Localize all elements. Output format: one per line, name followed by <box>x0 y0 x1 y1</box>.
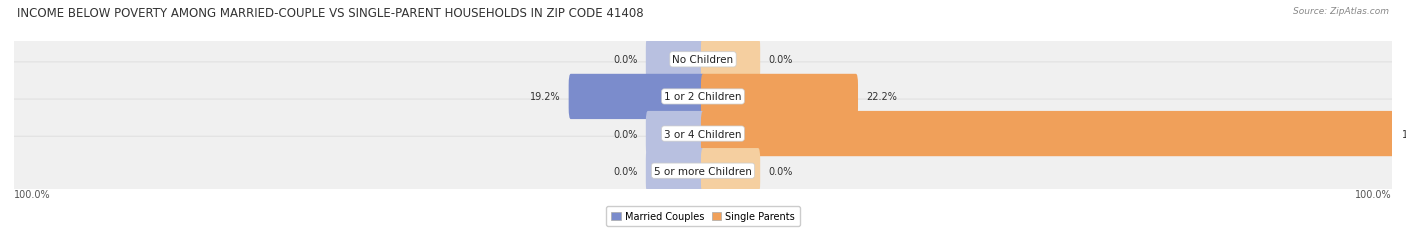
FancyBboxPatch shape <box>7 100 1399 168</box>
FancyBboxPatch shape <box>702 74 858 120</box>
FancyBboxPatch shape <box>7 63 1399 131</box>
FancyBboxPatch shape <box>568 74 704 120</box>
Legend: Married Couples, Single Parents: Married Couples, Single Parents <box>606 206 800 226</box>
FancyBboxPatch shape <box>645 111 704 157</box>
FancyBboxPatch shape <box>7 26 1399 94</box>
Text: 0.0%: 0.0% <box>613 129 637 139</box>
Text: 0.0%: 0.0% <box>613 55 637 65</box>
Text: 100.0%: 100.0% <box>1355 189 1392 199</box>
Text: No Children: No Children <box>672 55 734 65</box>
Text: 100.0%: 100.0% <box>14 189 51 199</box>
FancyBboxPatch shape <box>702 37 761 83</box>
Text: INCOME BELOW POVERTY AMONG MARRIED-COUPLE VS SINGLE-PARENT HOUSEHOLDS IN ZIP COD: INCOME BELOW POVERTY AMONG MARRIED-COUPL… <box>17 7 644 20</box>
Text: 0.0%: 0.0% <box>769 55 793 65</box>
Text: 22.2%: 22.2% <box>866 92 897 102</box>
FancyBboxPatch shape <box>702 111 1393 157</box>
FancyBboxPatch shape <box>645 37 704 83</box>
Text: 19.2%: 19.2% <box>530 92 561 102</box>
Text: 1 or 2 Children: 1 or 2 Children <box>664 92 742 102</box>
FancyBboxPatch shape <box>645 148 704 194</box>
FancyBboxPatch shape <box>702 148 761 194</box>
Text: 3 or 4 Children: 3 or 4 Children <box>664 129 742 139</box>
Text: 0.0%: 0.0% <box>769 166 793 176</box>
Text: Source: ZipAtlas.com: Source: ZipAtlas.com <box>1294 7 1389 16</box>
FancyBboxPatch shape <box>7 137 1399 205</box>
Text: 0.0%: 0.0% <box>613 166 637 176</box>
Text: 100.0%: 100.0% <box>1402 129 1406 139</box>
Text: 5 or more Children: 5 or more Children <box>654 166 752 176</box>
